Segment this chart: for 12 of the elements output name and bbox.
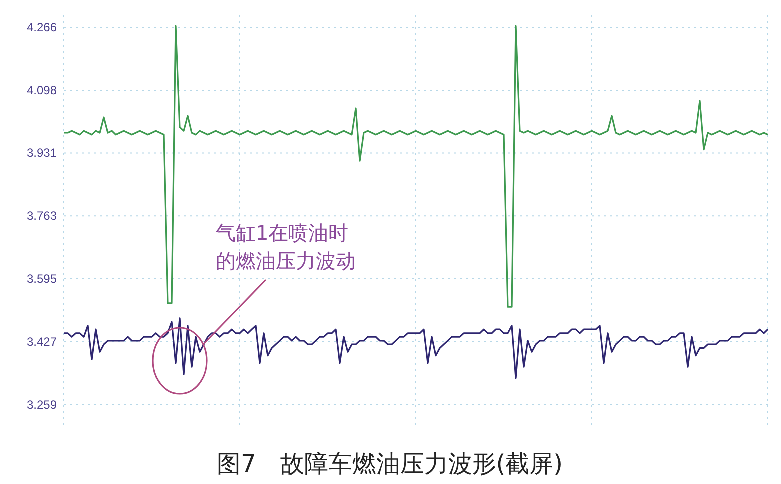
- y-tick-label: 4.098: [26, 84, 58, 98]
- y-tick-label: 3.259: [26, 398, 58, 412]
- annotation: 的燃油压力波动: [216, 249, 356, 273]
- y-tick-label: 3.595: [26, 272, 58, 286]
- line-series: [63, 25, 769, 308]
- text: 图7 故障车燃油压力波形(截屏): [217, 450, 563, 478]
- y-tick-label: 3.763: [26, 209, 58, 224]
- y-tick-label: 3.931: [26, 146, 58, 160]
- line-series: [63, 318, 769, 380]
- y-tick-label: 3.427: [26, 334, 58, 349]
- annotation: 气缸1在喷油时: [216, 221, 349, 245]
- y-tick-label: 4.266: [26, 20, 58, 35]
